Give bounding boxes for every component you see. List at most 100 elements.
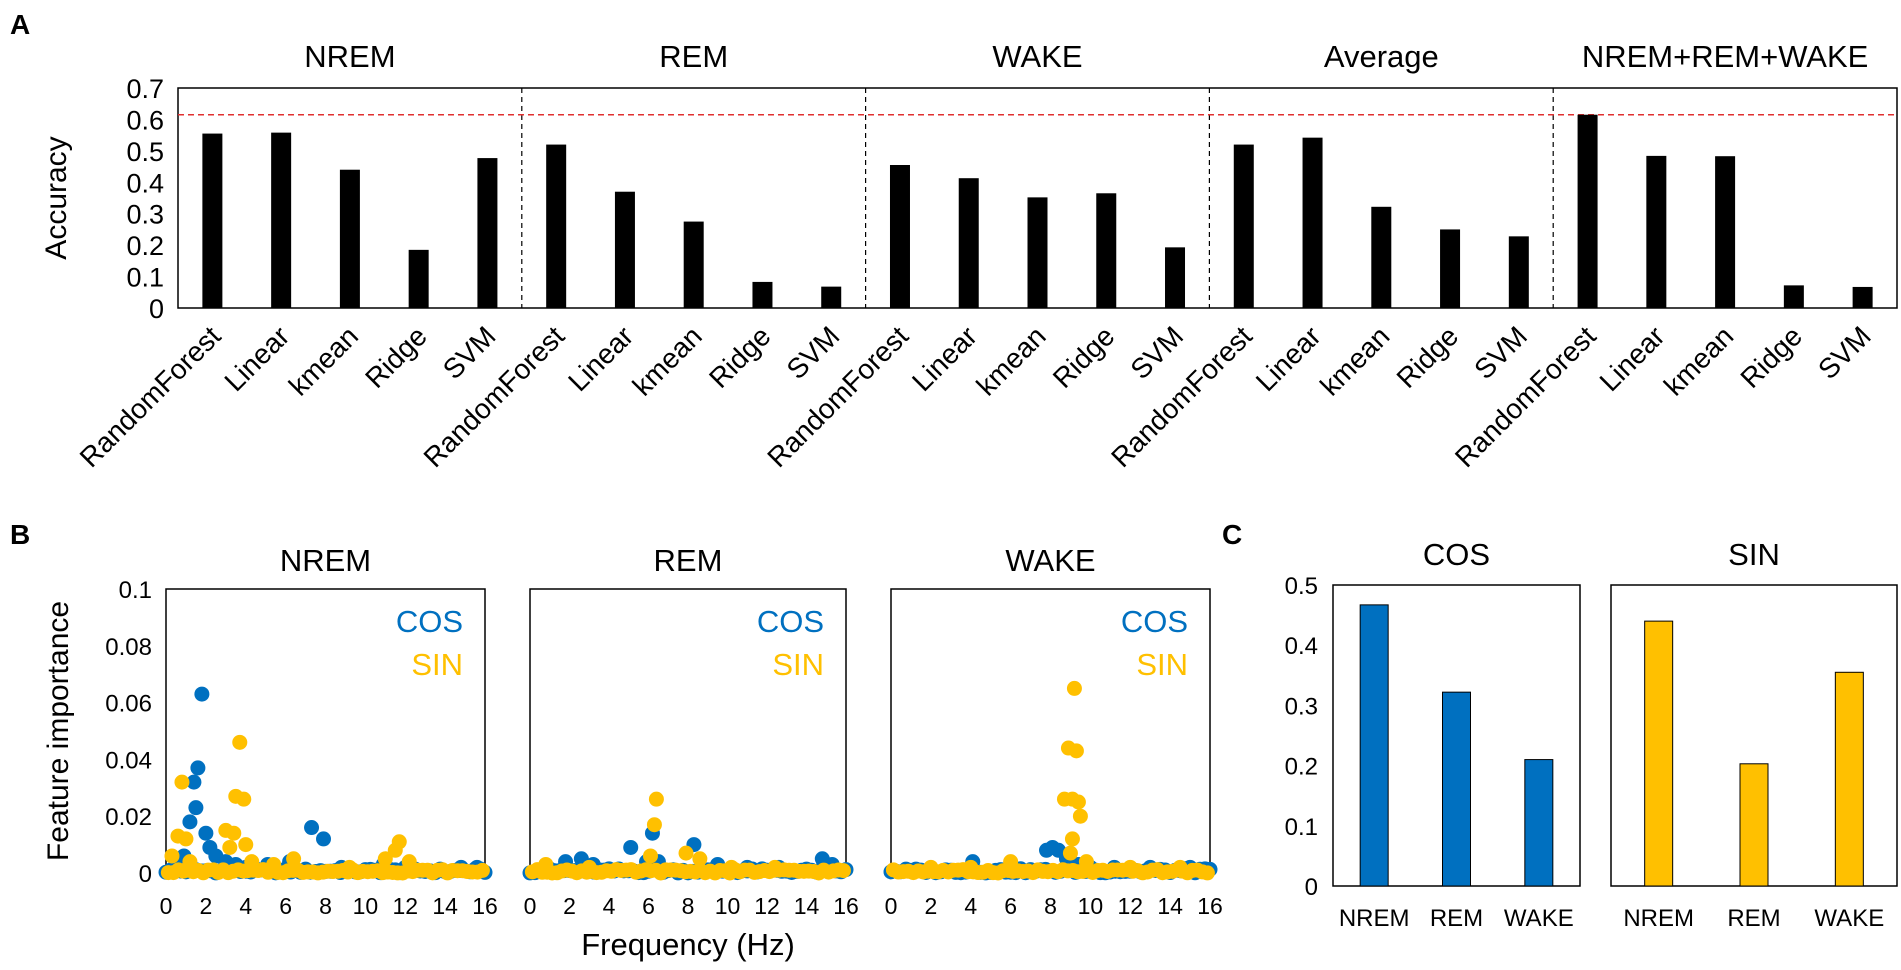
sin-point (1068, 743, 1084, 759)
bar (1508, 236, 1529, 308)
bar (1096, 193, 1117, 308)
bar (1440, 229, 1461, 308)
x-tick-label: WAKE (1814, 905, 1884, 932)
sin-point (1064, 831, 1080, 847)
y-tick-label: 0.4 (1285, 633, 1318, 660)
legend-cos: COS (396, 604, 463, 639)
cos-point (188, 800, 204, 816)
sin-point (1070, 794, 1086, 810)
x-tick-label: REM (1430, 905, 1483, 932)
sin-point (401, 854, 417, 870)
x-tick-label: 8 (319, 893, 332, 919)
y-axis-label: Feature importance (42, 601, 75, 861)
subplot-title: REM (654, 543, 723, 578)
sin-point (767, 859, 783, 875)
x-tick-label: 14 (432, 893, 458, 919)
bar (1302, 137, 1323, 308)
bar (271, 132, 292, 308)
x-tick-label: 16 (472, 893, 498, 919)
bar (477, 158, 498, 308)
x-tick-label: 16 (833, 893, 859, 919)
y-tick-label: 0.5 (126, 137, 164, 167)
panel-c: C 0 0.1 0.2 0.3 0.4 0.5 COS NREM REM WAKE SIN NREM RE… (1222, 519, 1898, 932)
bar (752, 281, 773, 308)
subplot-title: SIN (1728, 537, 1780, 572)
sin-point (178, 831, 194, 847)
cos-point (623, 839, 639, 855)
y-tick-label: 0.4 (126, 168, 164, 198)
cos-point (186, 774, 202, 790)
bar (1644, 620, 1674, 887)
sin-point (1003, 854, 1019, 870)
sin-point (538, 856, 554, 872)
x-tick-label: 6 (279, 893, 292, 919)
x-tick-label: 2 (199, 893, 212, 919)
sin-point (1078, 854, 1094, 870)
y-tick-label: 0 (149, 294, 164, 324)
bar (1577, 114, 1598, 308)
sin-point (266, 856, 282, 872)
x-tick-label: Linear (1594, 320, 1671, 397)
sin-point (646, 817, 662, 833)
sin-point (678, 845, 694, 861)
sin-point (835, 863, 851, 879)
panel-label-a: A (10, 9, 30, 40)
sin-point (377, 851, 393, 867)
x-tick-label: 10 (715, 893, 741, 919)
cos-point (194, 686, 210, 702)
sin-point (1172, 859, 1188, 875)
panel-b: B Feature importance 0 0.02 0.04 0.06 0.08 0.1 F… (10, 519, 1223, 962)
y-tick-label: 0.02 (105, 804, 152, 831)
x-tick-label: 4 (964, 893, 977, 919)
sin-point (474, 862, 490, 878)
legend-cos: COS (1121, 604, 1188, 639)
x-tick-label: 8 (682, 893, 695, 919)
y-tick-label: 0 (139, 861, 152, 888)
y-tick-label: 0.7 (126, 74, 164, 104)
x-tick-label: 16 (1197, 893, 1223, 919)
sin-point (238, 837, 254, 853)
x-tick-label: 12 (754, 893, 780, 919)
x-tick-label: 14 (794, 893, 820, 919)
x-axis-label: Frequency (Hz) (581, 927, 795, 962)
cos-point (304, 820, 320, 836)
sin-point (1199, 865, 1215, 881)
y-tick-label: 0.5 (1285, 573, 1318, 600)
sin-point (226, 825, 242, 841)
group-title: REM (659, 39, 728, 74)
legend-sin: SIN (411, 647, 463, 682)
y-axis-label: Accuracy (40, 136, 73, 259)
bar (889, 165, 910, 308)
x-tick-label: 2 (924, 893, 937, 919)
bar (1359, 604, 1389, 887)
sin-point (244, 854, 260, 870)
x-tick-label: Ridge (359, 320, 433, 394)
sin-point (391, 834, 407, 850)
x-tick-label: SVM (781, 320, 846, 385)
x-tick-label: REM (1727, 905, 1780, 932)
bar (546, 144, 567, 308)
panel-a: A Accuracy 00.10.20.30.40.50.60.7 NREM Rando… (10, 9, 1898, 473)
bar (683, 221, 704, 308)
x-tick-label: SVM (437, 320, 502, 385)
x-tick-label: 8 (1044, 893, 1057, 919)
x-tick-label: 10 (353, 893, 379, 919)
bar (1027, 197, 1048, 308)
y-tick-label: 0.2 (126, 231, 164, 261)
y-tick-label: 0.06 (105, 691, 152, 718)
y-tick-label: 0.1 (126, 263, 164, 293)
legend-sin: SIN (772, 647, 824, 682)
legend-sin: SIN (1136, 647, 1188, 682)
y-tick-label: 0.04 (105, 747, 152, 774)
sin-point (692, 851, 708, 867)
bar (614, 191, 635, 308)
bar (202, 133, 223, 308)
sin-point (222, 839, 238, 855)
sin-point (1066, 680, 1082, 696)
y-tick-label: 0.6 (126, 105, 164, 135)
bar (1371, 206, 1392, 308)
y-tick-label: 0.2 (1285, 754, 1318, 781)
y-tick-label: 0.3 (126, 200, 164, 230)
sin-point (286, 851, 302, 867)
sin-point (232, 734, 248, 750)
